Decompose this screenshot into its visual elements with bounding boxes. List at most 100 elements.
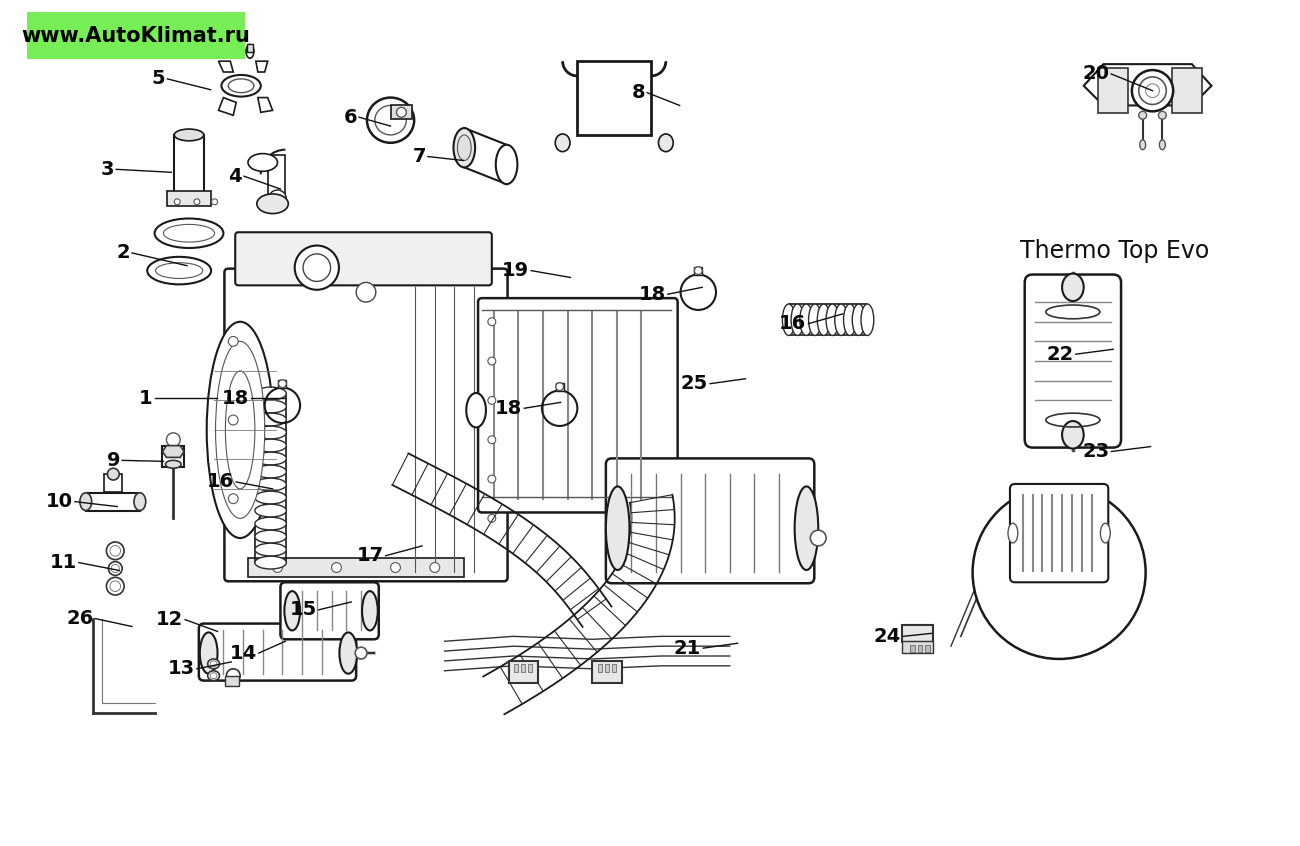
Ellipse shape <box>269 190 286 207</box>
Ellipse shape <box>285 591 300 630</box>
FancyBboxPatch shape <box>1010 484 1109 582</box>
Ellipse shape <box>1145 84 1160 97</box>
FancyBboxPatch shape <box>199 624 356 680</box>
Bar <box>612 664 616 672</box>
Circle shape <box>972 486 1145 659</box>
Ellipse shape <box>107 542 124 560</box>
Ellipse shape <box>303 254 330 282</box>
Ellipse shape <box>783 304 796 336</box>
Ellipse shape <box>659 134 673 151</box>
FancyBboxPatch shape <box>225 269 507 581</box>
Ellipse shape <box>356 283 376 302</box>
Text: 21: 21 <box>673 639 701 657</box>
Ellipse shape <box>488 514 495 522</box>
Ellipse shape <box>467 393 486 427</box>
Text: 17: 17 <box>356 547 384 565</box>
Ellipse shape <box>248 154 277 171</box>
Text: 22: 22 <box>1046 344 1074 364</box>
Ellipse shape <box>488 318 495 326</box>
Bar <box>910 645 915 652</box>
FancyBboxPatch shape <box>1024 275 1121 448</box>
Ellipse shape <box>255 426 286 439</box>
Ellipse shape <box>211 661 217 667</box>
Bar <box>592 661 621 683</box>
Text: 20: 20 <box>1083 64 1109 84</box>
Ellipse shape <box>374 106 407 135</box>
Ellipse shape <box>255 413 286 426</box>
Ellipse shape <box>844 304 857 336</box>
FancyBboxPatch shape <box>478 298 677 513</box>
FancyBboxPatch shape <box>281 582 378 640</box>
Ellipse shape <box>606 486 629 570</box>
Ellipse shape <box>792 304 803 336</box>
Ellipse shape <box>255 504 286 517</box>
Ellipse shape <box>818 304 831 336</box>
Ellipse shape <box>111 564 120 573</box>
Ellipse shape <box>488 475 495 483</box>
Ellipse shape <box>694 266 702 275</box>
Ellipse shape <box>810 530 826 546</box>
Ellipse shape <box>255 478 286 491</box>
Ellipse shape <box>229 494 238 503</box>
Text: 26: 26 <box>66 609 94 628</box>
Ellipse shape <box>853 304 865 336</box>
Ellipse shape <box>211 673 217 678</box>
Ellipse shape <box>255 530 286 543</box>
Ellipse shape <box>226 669 240 683</box>
Text: 18: 18 <box>222 389 250 408</box>
Ellipse shape <box>200 633 217 673</box>
Bar <box>1173 68 1201 113</box>
Text: 9: 9 <box>107 451 120 470</box>
Text: 5: 5 <box>152 69 165 88</box>
Ellipse shape <box>225 371 255 489</box>
Ellipse shape <box>367 97 415 143</box>
Ellipse shape <box>207 321 273 538</box>
Ellipse shape <box>164 224 215 242</box>
Polygon shape <box>162 446 185 458</box>
Bar <box>268 155 286 204</box>
Bar <box>247 45 254 52</box>
Ellipse shape <box>488 397 495 404</box>
Ellipse shape <box>1100 524 1110 543</box>
Text: 3: 3 <box>101 160 114 179</box>
Bar <box>902 624 933 642</box>
Text: 24: 24 <box>874 627 901 645</box>
Bar <box>1098 68 1128 113</box>
Ellipse shape <box>555 134 569 151</box>
Ellipse shape <box>174 129 204 140</box>
Ellipse shape <box>794 486 818 570</box>
Ellipse shape <box>174 199 181 205</box>
Ellipse shape <box>208 671 220 680</box>
Ellipse shape <box>255 465 286 478</box>
Polygon shape <box>218 97 237 115</box>
Bar <box>278 380 286 387</box>
Ellipse shape <box>295 245 339 290</box>
Text: 8: 8 <box>632 83 645 102</box>
Ellipse shape <box>246 45 254 58</box>
Ellipse shape <box>278 380 286 387</box>
Bar <box>86 493 140 510</box>
Ellipse shape <box>216 342 265 519</box>
Bar <box>248 558 464 577</box>
Bar <box>598 664 602 672</box>
Ellipse shape <box>396 107 407 118</box>
Text: 18: 18 <box>638 285 666 304</box>
Ellipse shape <box>194 199 200 205</box>
Ellipse shape <box>1160 140 1165 150</box>
Ellipse shape <box>1139 77 1166 104</box>
Polygon shape <box>256 61 268 72</box>
Ellipse shape <box>255 517 286 530</box>
Ellipse shape <box>108 468 120 480</box>
Ellipse shape <box>495 145 517 184</box>
Bar <box>902 641 933 653</box>
Ellipse shape <box>339 633 358 673</box>
Ellipse shape <box>79 493 92 510</box>
Text: 1: 1 <box>139 389 152 408</box>
Bar <box>555 382 564 391</box>
Text: Thermo Top Evo: Thermo Top Evo <box>1019 239 1209 263</box>
Ellipse shape <box>257 194 289 213</box>
Ellipse shape <box>255 439 286 452</box>
Text: 15: 15 <box>290 601 317 619</box>
Ellipse shape <box>1008 524 1018 543</box>
Text: 4: 4 <box>229 167 242 186</box>
